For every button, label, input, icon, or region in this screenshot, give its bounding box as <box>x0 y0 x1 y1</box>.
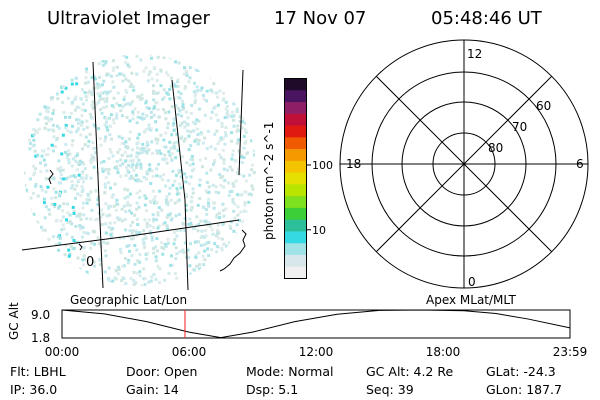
apex-caption: Apex MLat/MLT <box>426 293 516 307</box>
status-field-value: -24.3 <box>523 364 556 379</box>
polar-mlat-mlt-plot: 12 18 6 0 60 70 80 <box>339 39 589 289</box>
colorbar-label-text: photon cm^-2 s^-1 <box>262 121 276 240</box>
coastline <box>48 169 54 185</box>
status-field: IP: 36.0 <box>10 382 57 397</box>
colorbar-band <box>285 183 306 197</box>
status-field-label: Gain: <box>126 382 163 397</box>
x-tick-label: 23:59 <box>553 345 588 359</box>
uv-image-map: 0 <box>21 54 256 291</box>
status-field: GC Alt: 4.2 Re <box>366 364 453 379</box>
colorbar-band <box>285 160 306 173</box>
colorbar-tick-label: 10 <box>312 224 326 237</box>
status-field-value: Normal <box>288 364 334 379</box>
app-title: Ultraviolet Imager <box>47 8 210 29</box>
coastline <box>219 229 247 272</box>
status-field-label: Mode: <box>246 364 289 379</box>
colorbar: 100 10 <box>284 78 333 279</box>
status-field-value: 36.0 <box>29 382 58 397</box>
mlt-label-0: 0 <box>468 275 476 289</box>
mlat-label-60: 60 <box>536 99 551 113</box>
colorbar-band <box>285 230 306 244</box>
status-field: GLat: -24.3 <box>486 364 556 379</box>
status-field-value: 14 <box>162 382 179 397</box>
mlat-label-80: 80 <box>488 141 503 155</box>
status-field-label: Door: <box>126 364 165 379</box>
status-field: Door: Open <box>126 364 197 379</box>
status-field-value: Open <box>164 364 198 379</box>
mlt-label-12: 12 <box>467 47 482 61</box>
x-tick-label: 00:00 <box>45 345 80 359</box>
geographic-caption: Geographic Lat/Lon <box>70 293 188 307</box>
status-field-label: GLon: <box>486 382 527 397</box>
status-field: Dsp: 5.1 <box>246 382 298 397</box>
status-field-label: GLat: <box>486 364 524 379</box>
status-field-value: 5.1 <box>278 382 299 397</box>
colorbar-band <box>285 219 306 232</box>
status-field: Flt: LBHL <box>10 364 66 379</box>
meridian-line <box>92 61 104 289</box>
status-field-value: LBHL <box>33 364 66 379</box>
x-tick-label: 12:00 <box>299 345 334 359</box>
status-field: Seq: 39 <box>366 382 414 397</box>
time-label: 05:48:46 UT <box>431 8 542 29</box>
colorbar-band <box>285 254 306 267</box>
altitude-curve <box>61 309 571 339</box>
meridian-line <box>171 79 189 291</box>
x-tick-label: 18:00 <box>426 345 461 359</box>
mlt-label-18: 18 <box>346 157 361 171</box>
colorbar-band <box>285 101 306 114</box>
colorbar-band <box>285 89 306 103</box>
colorbar-band <box>285 148 306 161</box>
x-tick-label: 06:00 <box>172 345 207 359</box>
y-tick-1-8: 1.8 <box>31 331 50 345</box>
latitude-line <box>21 219 240 251</box>
status-field-value: 39 <box>397 382 414 397</box>
colorbar-band <box>285 78 306 91</box>
status-field-label: Dsp: <box>246 382 279 397</box>
colorbar-band <box>285 172 306 185</box>
y-tick-9: 9.0 <box>31 308 50 322</box>
date-label: 17 Nov 07 <box>274 8 367 29</box>
mlat-label-70: 70 <box>512 120 527 134</box>
status-field-value: 4.2 Re <box>413 364 454 379</box>
map-grid-label: 0 <box>86 255 94 270</box>
status-field-label: GC Alt: <box>366 364 414 379</box>
colorbar-band <box>285 136 306 150</box>
colorbar-band <box>285 242 306 255</box>
colorbar-band <box>285 195 306 208</box>
meridian-line <box>238 69 244 176</box>
colorbar-band <box>285 207 306 220</box>
coastline <box>78 243 83 251</box>
colorbar-label: photon cm^-2 s^-1 <box>262 122 276 240</box>
colorbar-band <box>285 125 306 138</box>
status-field-label: Flt: <box>10 364 34 379</box>
status-field: GLon: 187.7 <box>486 382 562 397</box>
colorbar-tick-label: 100 <box>312 159 333 172</box>
y-axis-label: GC Alt <box>7 302 21 340</box>
status-field-label: Seq: <box>366 382 398 397</box>
colorbar-band <box>285 113 306 126</box>
status-field-label: IP: <box>10 382 30 397</box>
mlt-label-6: 6 <box>576 157 584 171</box>
status-field: Mode: Normal <box>246 364 333 379</box>
status-field: Gain: 14 <box>126 382 179 397</box>
timeline-frame <box>61 309 571 339</box>
status-field-value: 187.7 <box>526 382 562 397</box>
colorbar-band <box>285 266 306 279</box>
altitude-timeline-chart: 9.0 1.8 GC Alt 00:00 06:00 12:00 18:00 23:59 <box>7 302 588 359</box>
